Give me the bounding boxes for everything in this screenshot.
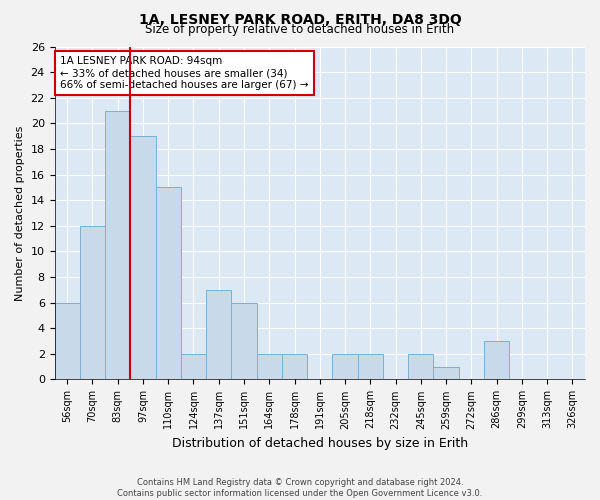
- Bar: [232, 302, 257, 380]
- Bar: [155, 188, 181, 380]
- Bar: [206, 290, 232, 380]
- Text: 1A LESNEY PARK ROAD: 94sqm
← 33% of detached houses are smaller (34)
66% of semi: 1A LESNEY PARK ROAD: 94sqm ← 33% of deta…: [60, 56, 308, 90]
- Bar: [408, 354, 433, 380]
- Text: Contains HM Land Registry data © Crown copyright and database right 2024.
Contai: Contains HM Land Registry data © Crown c…: [118, 478, 482, 498]
- Bar: [55, 302, 80, 380]
- Bar: [433, 366, 458, 380]
- Text: Size of property relative to detached houses in Erith: Size of property relative to detached ho…: [145, 22, 455, 36]
- Bar: [130, 136, 155, 380]
- Bar: [282, 354, 307, 380]
- Text: 1A, LESNEY PARK ROAD, ERITH, DA8 3DQ: 1A, LESNEY PARK ROAD, ERITH, DA8 3DQ: [139, 12, 461, 26]
- Bar: [332, 354, 358, 380]
- Bar: [358, 354, 383, 380]
- Bar: [80, 226, 105, 380]
- Bar: [105, 110, 130, 380]
- Y-axis label: Number of detached properties: Number of detached properties: [15, 126, 25, 300]
- Bar: [181, 354, 206, 380]
- Bar: [257, 354, 282, 380]
- Bar: [484, 341, 509, 380]
- X-axis label: Distribution of detached houses by size in Erith: Distribution of detached houses by size …: [172, 437, 468, 450]
